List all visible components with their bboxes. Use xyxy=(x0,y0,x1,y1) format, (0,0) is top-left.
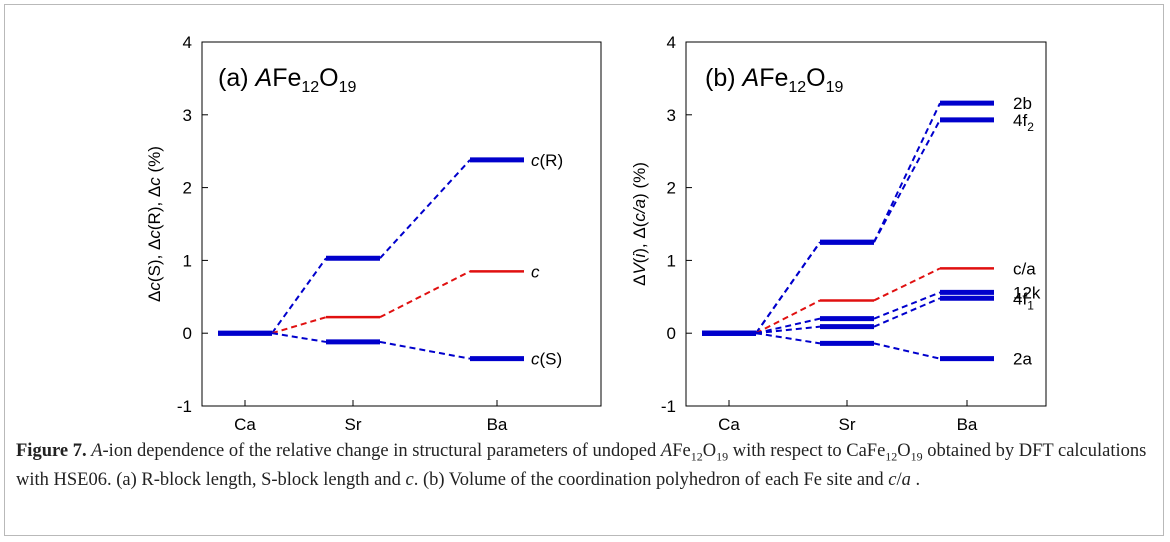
panel-a-ytick-label: 4 xyxy=(183,33,192,52)
panel-a-xtick-label: Ca xyxy=(234,415,256,434)
title-part: Fe xyxy=(759,64,788,92)
title-part: 19 xyxy=(826,79,844,96)
title-part: O xyxy=(319,64,338,92)
ylabel-part: (R), Δ xyxy=(145,186,164,230)
panel-a-series-label-c(R): c(R) xyxy=(531,151,563,170)
series-label-part: (S) xyxy=(540,350,563,369)
title-part: (b) xyxy=(705,64,743,92)
panel-b-series-label-4f2: 4f2 xyxy=(1013,111,1034,134)
series-label-part: 4f xyxy=(1013,289,1027,308)
ylabel-part: ), Δ( xyxy=(630,221,649,253)
panel-b-connector-c/a xyxy=(873,267,941,302)
series-label-part: 4f xyxy=(1013,111,1027,130)
panel-b-ytick-label: 4 xyxy=(667,33,676,52)
panel-a-connector-c(S) xyxy=(379,340,471,360)
panel-a-connector-c xyxy=(271,316,327,335)
panel-b-xtick-label: Ba xyxy=(957,415,978,434)
panel-a-title: (a) AFe12O19 xyxy=(218,64,357,96)
ylabel-part: (%) xyxy=(145,146,164,177)
series-label-part: 1 xyxy=(1027,298,1034,312)
panel-a-series-label-c(S): c(S) xyxy=(531,350,562,369)
series-label-part: (R) xyxy=(540,151,564,170)
panel-b-series-label-2b: 2b xyxy=(1013,94,1032,113)
caption-figure-label: Figure 7. xyxy=(16,441,87,461)
panel-b-title: (b) AFe12O19 xyxy=(705,64,844,96)
series-label-part: 12k xyxy=(1013,283,1041,302)
panel-b-series-label-12k: 12k xyxy=(1013,283,1041,302)
ylabel-part: ( xyxy=(630,257,649,263)
ylabel-part: c xyxy=(145,230,164,239)
series-label-part: c xyxy=(531,151,540,170)
panel-b-ytick-label: -1 xyxy=(661,397,676,416)
ylabel-part: V xyxy=(630,262,649,275)
title-part: (a) xyxy=(218,64,256,92)
ylabel-part: c/a xyxy=(630,199,649,222)
panel-a-connector-c(S) xyxy=(271,332,327,343)
panel-b-connector-2b xyxy=(873,102,941,243)
ylabel-part: i xyxy=(630,253,649,258)
panel-a-connector-c(R) xyxy=(271,257,327,334)
panel-b-connector-2a xyxy=(755,332,821,345)
panel-a-ytick-label: 1 xyxy=(183,251,192,270)
panel-b-connector-4f1 xyxy=(873,297,941,328)
panel-a-ytick-label: -1 xyxy=(177,397,192,416)
title-part: O xyxy=(806,64,825,92)
panel-b-ytick-label: 1 xyxy=(667,251,676,270)
panel-a-axes-frame xyxy=(201,41,602,407)
panel-b-series-label-c/a: c/a xyxy=(1013,259,1036,278)
panel-a-ytick-label: 0 xyxy=(183,324,192,343)
panel-b-connector-4f2 xyxy=(873,119,941,243)
ylabel-part: Δ xyxy=(145,291,164,302)
panel-b-xtick-label: Ca xyxy=(718,415,740,434)
panel-b-ytick-label: 3 xyxy=(667,106,676,125)
series-label-part: c xyxy=(531,262,540,281)
panel-b-connector-2a xyxy=(873,342,941,360)
series-label-part: 2a xyxy=(1013,350,1032,369)
panel-a-xtick-label: Sr xyxy=(345,415,362,434)
caption-text: A-ion dependence of the relative change … xyxy=(16,441,1147,490)
panel-a-series-label-c: c xyxy=(531,262,540,281)
series-label-part: c/a xyxy=(1013,259,1036,278)
panel-a-connector-c(R) xyxy=(379,159,471,259)
figure-frame xyxy=(4,4,1164,536)
title-part: Fe xyxy=(272,64,301,92)
series-label-part: 2b xyxy=(1013,94,1032,113)
series-label-part: 2 xyxy=(1027,120,1034,134)
title-part: A xyxy=(254,64,273,92)
title-part: A xyxy=(741,64,760,92)
ylabel-part: ) (%) xyxy=(630,162,649,199)
ylabel-part: c xyxy=(145,177,164,186)
panel-a-connector-c xyxy=(379,270,471,319)
ylabel-part: Δ xyxy=(630,275,649,286)
panel-b-axes-frame xyxy=(685,41,1047,407)
title-part: 19 xyxy=(339,79,357,96)
panel-b-ytick-label: 2 xyxy=(667,179,676,198)
title-part: 12 xyxy=(301,79,319,96)
ylabel-part: c xyxy=(145,282,164,291)
panel-b-connector-4f1 xyxy=(755,325,821,335)
panel-a-ytick-label: 3 xyxy=(183,106,192,125)
panel-b-connector-c/a xyxy=(755,299,821,335)
panel-b-connector-12k xyxy=(873,291,941,320)
panel-a-ytick-label: 2 xyxy=(183,179,192,198)
panel-b-ylabel: ΔV(i), Δ(c/a) (%) xyxy=(630,162,649,286)
series-label-part: c xyxy=(531,350,540,369)
panel-a-ylabel: Δc(S), Δc(R), Δc (%) xyxy=(145,146,164,302)
panel-b-ytick-label: 0 xyxy=(667,324,676,343)
panel-b-series-label-4f1: 4f1 xyxy=(1013,289,1034,312)
panel-b-series-label-2a: 2a xyxy=(1013,350,1032,369)
panel-a-xtick-label: Ba xyxy=(487,415,508,434)
panel-b-xtick-label: Sr xyxy=(839,415,856,434)
panel-b-connector-4f2 xyxy=(755,241,821,334)
panel-b-connector-12k xyxy=(755,317,821,335)
title-part: 12 xyxy=(788,79,806,96)
figure-caption: Figure 7. A-ion dependence of the relati… xyxy=(16,440,1156,492)
ylabel-part: (S), Δ xyxy=(145,239,164,282)
